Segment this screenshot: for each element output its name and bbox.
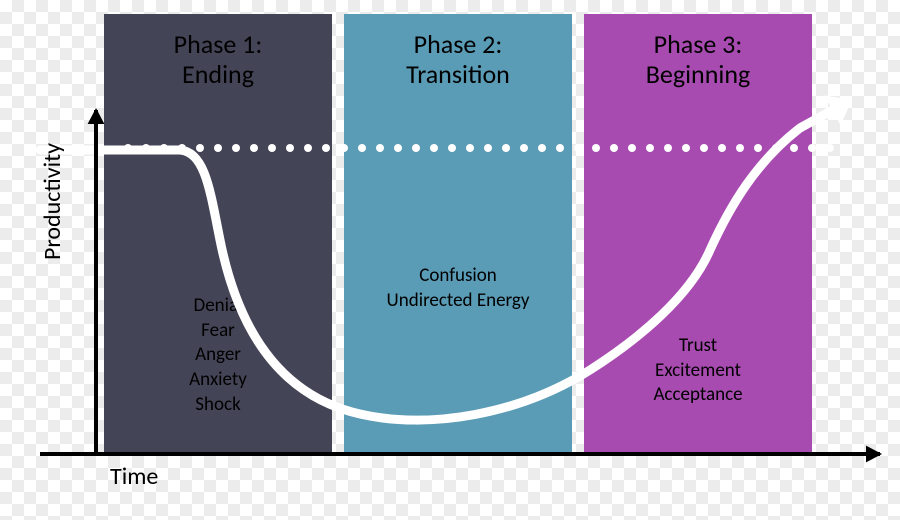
baseline-dot	[394, 144, 402, 152]
baseline-dot	[592, 144, 600, 152]
baseline-dot	[502, 144, 510, 152]
baseline-dot	[808, 144, 816, 152]
baseline-dot	[484, 144, 492, 152]
baseline-dot	[286, 144, 294, 152]
baseline-dot	[268, 144, 276, 152]
baseline-dot	[682, 144, 690, 152]
baseline-dot	[322, 144, 330, 152]
baseline-dot	[214, 144, 222, 152]
baseline-dot	[610, 144, 618, 152]
baseline-dot	[448, 144, 456, 152]
baseline-dot	[466, 144, 474, 152]
baseline-dot	[646, 144, 654, 152]
baseline-dot	[754, 144, 762, 152]
diagram-stage: Phase 1:EndingDenialFearAngerAnxietyShoc…	[0, 0, 900, 520]
x-axis-label: Time	[110, 462, 158, 491]
baseline-dot	[790, 144, 798, 152]
baseline-dot	[358, 144, 366, 152]
baseline-dot	[538, 144, 546, 152]
baseline-dot	[736, 144, 744, 152]
baseline-dot	[718, 144, 726, 152]
baseline-dot	[196, 144, 204, 152]
y-axis-arrowhead-icon	[88, 108, 105, 124]
baseline-dot	[574, 144, 582, 152]
baseline-dot	[556, 144, 564, 152]
x-axis-arrowhead-icon	[866, 446, 882, 463]
baseline-dot	[232, 144, 240, 152]
baseline-dot	[826, 144, 834, 152]
baseline-dot	[250, 144, 258, 152]
productivity-curve	[40, 106, 840, 420]
baseline-dot	[700, 144, 708, 152]
baseline-dot	[412, 144, 420, 152]
svg-overlay	[0, 0, 900, 520]
baseline-dot	[628, 144, 636, 152]
y-axis-label: Productivity	[38, 143, 67, 260]
baseline-dot	[376, 144, 384, 152]
baseline-dot	[340, 144, 348, 152]
baseline-dot	[664, 144, 672, 152]
baseline-dot	[430, 144, 438, 152]
baseline-dot	[844, 144, 852, 152]
baseline-dot	[520, 144, 528, 152]
baseline-dot	[304, 144, 312, 152]
